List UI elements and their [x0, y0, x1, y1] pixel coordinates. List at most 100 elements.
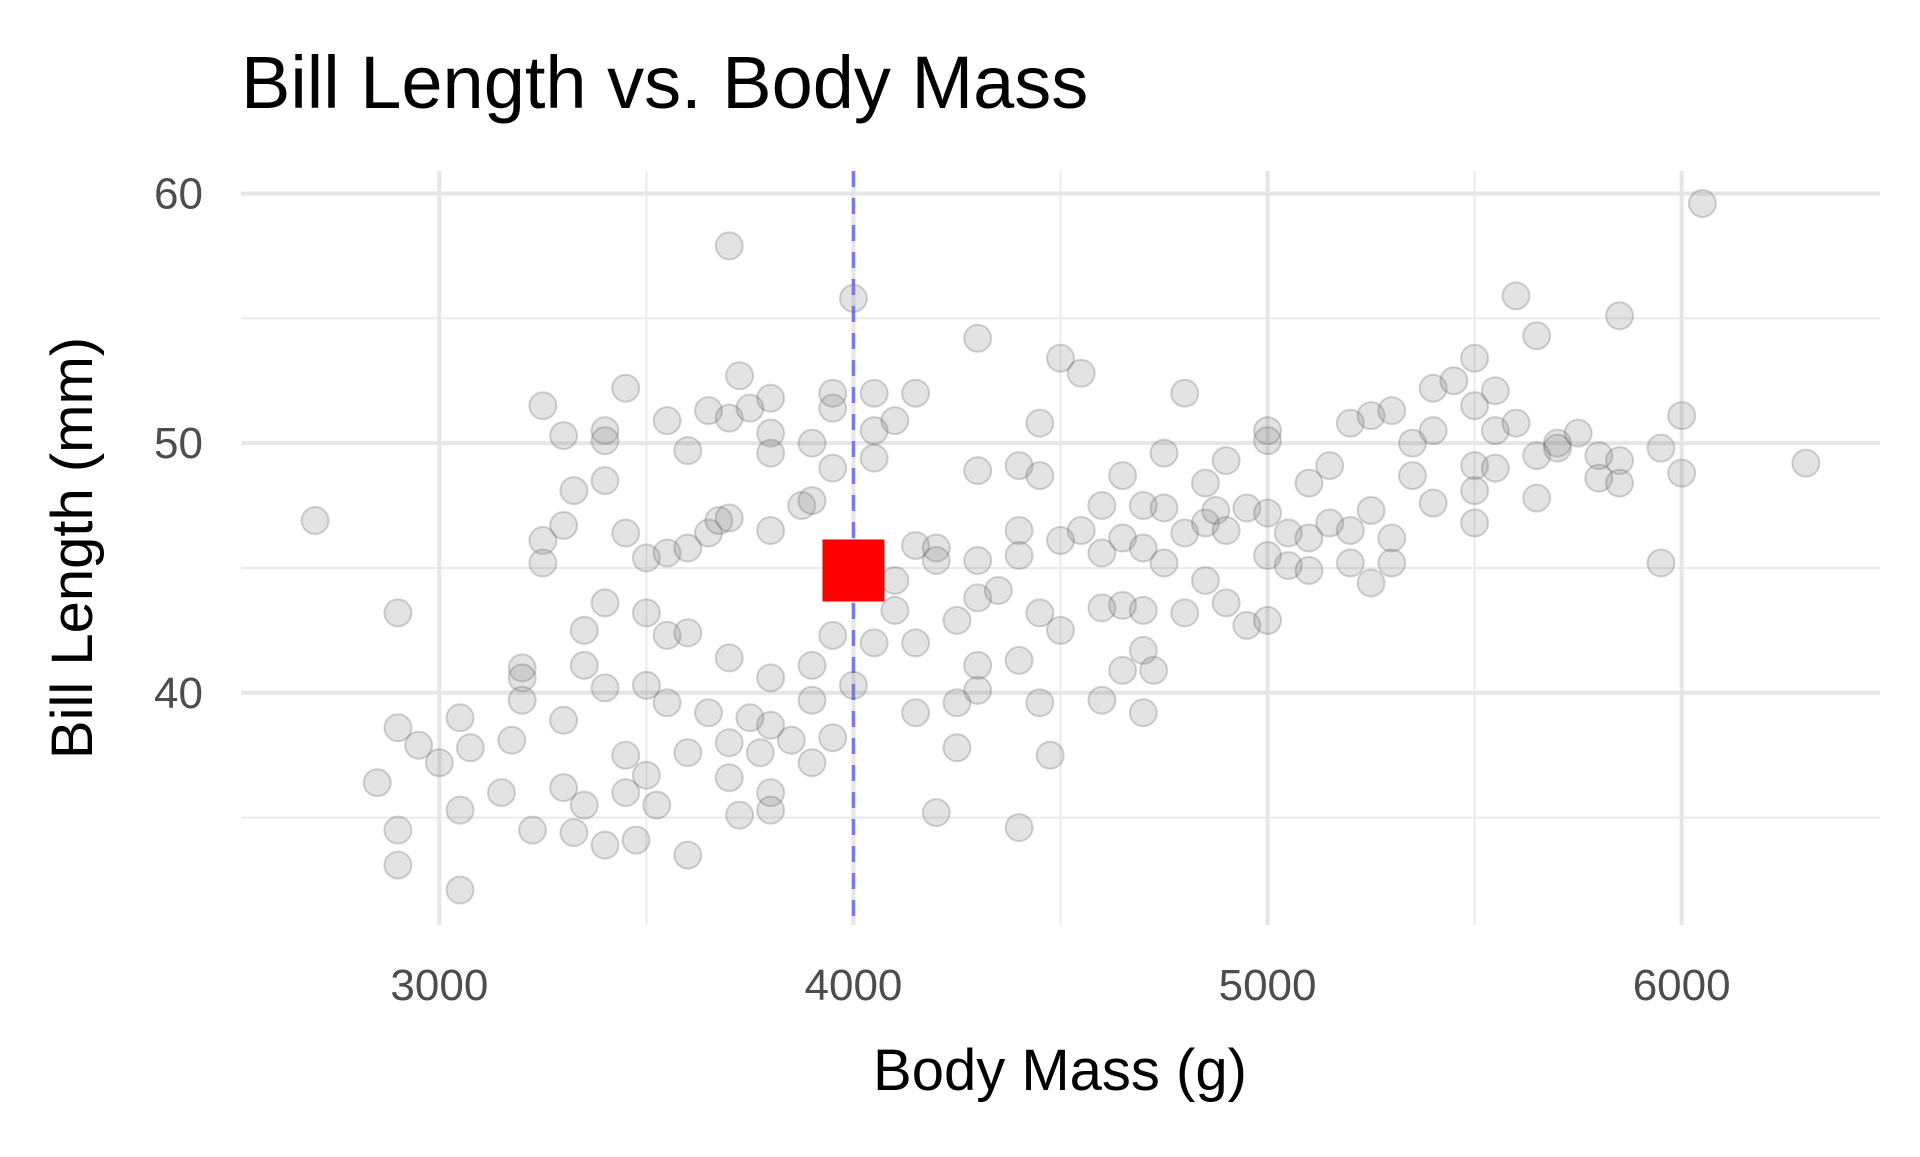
data-point: [445, 795, 475, 825]
data-point: [1190, 565, 1220, 595]
data-point: [642, 790, 672, 820]
data-point: [1501, 408, 1531, 438]
data-point: [673, 738, 703, 768]
data-point: [725, 800, 755, 830]
data-point: [1273, 518, 1303, 548]
data-point: [631, 670, 661, 700]
data-point: [1377, 548, 1407, 578]
data-point: [549, 773, 579, 803]
data-point: [942, 688, 972, 718]
data-point: [652, 620, 682, 650]
grid: [241, 171, 1880, 925]
data-point: [838, 283, 868, 313]
data-point: [756, 516, 786, 546]
data-point: [455, 733, 485, 763]
data-point: [1791, 448, 1821, 478]
data-point: [1542, 433, 1572, 463]
data-point: [963, 583, 993, 613]
data-point: [1584, 441, 1614, 471]
data-point: [404, 730, 434, 760]
data-point: [1294, 468, 1324, 498]
x-tick-labels: 3000 4000 5000 6000: [390, 961, 1730, 1010]
data-point: [838, 670, 868, 700]
data-point: [1139, 655, 1169, 685]
data-point: [569, 650, 599, 680]
data-point: [1460, 391, 1490, 421]
data-point: [528, 391, 558, 421]
data-point: [652, 406, 682, 436]
y-tick-label: 50: [154, 419, 203, 468]
data-point: [1356, 568, 1386, 598]
data-point: [756, 663, 786, 693]
data-point: [383, 713, 413, 743]
data-point: [1605, 468, 1635, 498]
data-point: [300, 506, 330, 536]
data-point: [818, 453, 848, 483]
data-point: [1211, 588, 1241, 618]
data-point: [714, 503, 744, 533]
data-point: [1004, 813, 1034, 843]
data-point: [756, 710, 786, 740]
data-point: [1170, 378, 1200, 408]
data-point: [1356, 496, 1386, 526]
data-point: [631, 598, 661, 628]
data-point: [1335, 408, 1365, 438]
data-point: [725, 361, 755, 391]
data-point: [756, 778, 786, 808]
data-point: [1460, 343, 1490, 373]
data-point: [1087, 538, 1117, 568]
data-point: [1004, 540, 1034, 570]
data-point: [797, 748, 827, 778]
data-point: [1004, 516, 1034, 546]
data-point: [818, 620, 848, 650]
data-point: [1397, 428, 1427, 458]
data-point: [1480, 376, 1510, 406]
data-point: [1025, 461, 1055, 491]
data-point: [1646, 548, 1676, 578]
data-point: [859, 443, 889, 473]
data-point: [797, 650, 827, 680]
data-point: [880, 595, 910, 625]
data-point: [1087, 685, 1117, 715]
data-point: [569, 615, 599, 645]
data-point: [921, 798, 951, 828]
data-point: [611, 518, 641, 548]
data-point: [787, 491, 817, 521]
data-point: [1315, 508, 1345, 538]
data-point: [1128, 595, 1158, 625]
data-point: [694, 396, 724, 426]
data-point: [735, 393, 765, 423]
data-point: [859, 378, 889, 408]
data-point: [818, 378, 848, 408]
data-point: [590, 673, 620, 703]
data-point: [1584, 463, 1614, 493]
data-point: [611, 740, 641, 770]
data-point: [673, 618, 703, 648]
data-point: [590, 830, 620, 860]
x-tick-label: 5000: [1219, 961, 1317, 1010]
x-tick-label: 6000: [1633, 961, 1731, 1010]
data-point: [631, 543, 661, 573]
data-point: [1232, 610, 1262, 640]
data-point: [1335, 516, 1365, 546]
data-point: [921, 545, 951, 575]
data-point: [1066, 516, 1096, 546]
data-point: [549, 421, 579, 451]
y-axis-title: Bill Length (mm): [40, 337, 105, 759]
data-point: [756, 418, 786, 448]
data-point: [1501, 281, 1531, 311]
data-point: [1522, 483, 1552, 513]
data-point: [673, 840, 703, 870]
x-tick-label: 3000: [390, 961, 488, 1010]
data-point: [631, 760, 661, 790]
data-point: [1667, 458, 1697, 488]
data-point: [1605, 446, 1635, 476]
data-point: [507, 685, 537, 715]
data-point: [1522, 321, 1552, 351]
data-point: [383, 598, 413, 628]
data-point: [590, 466, 620, 496]
data-point: [1025, 598, 1055, 628]
data-point: [1667, 401, 1697, 431]
data-point: [880, 406, 910, 436]
data-point: [1046, 526, 1075, 556]
